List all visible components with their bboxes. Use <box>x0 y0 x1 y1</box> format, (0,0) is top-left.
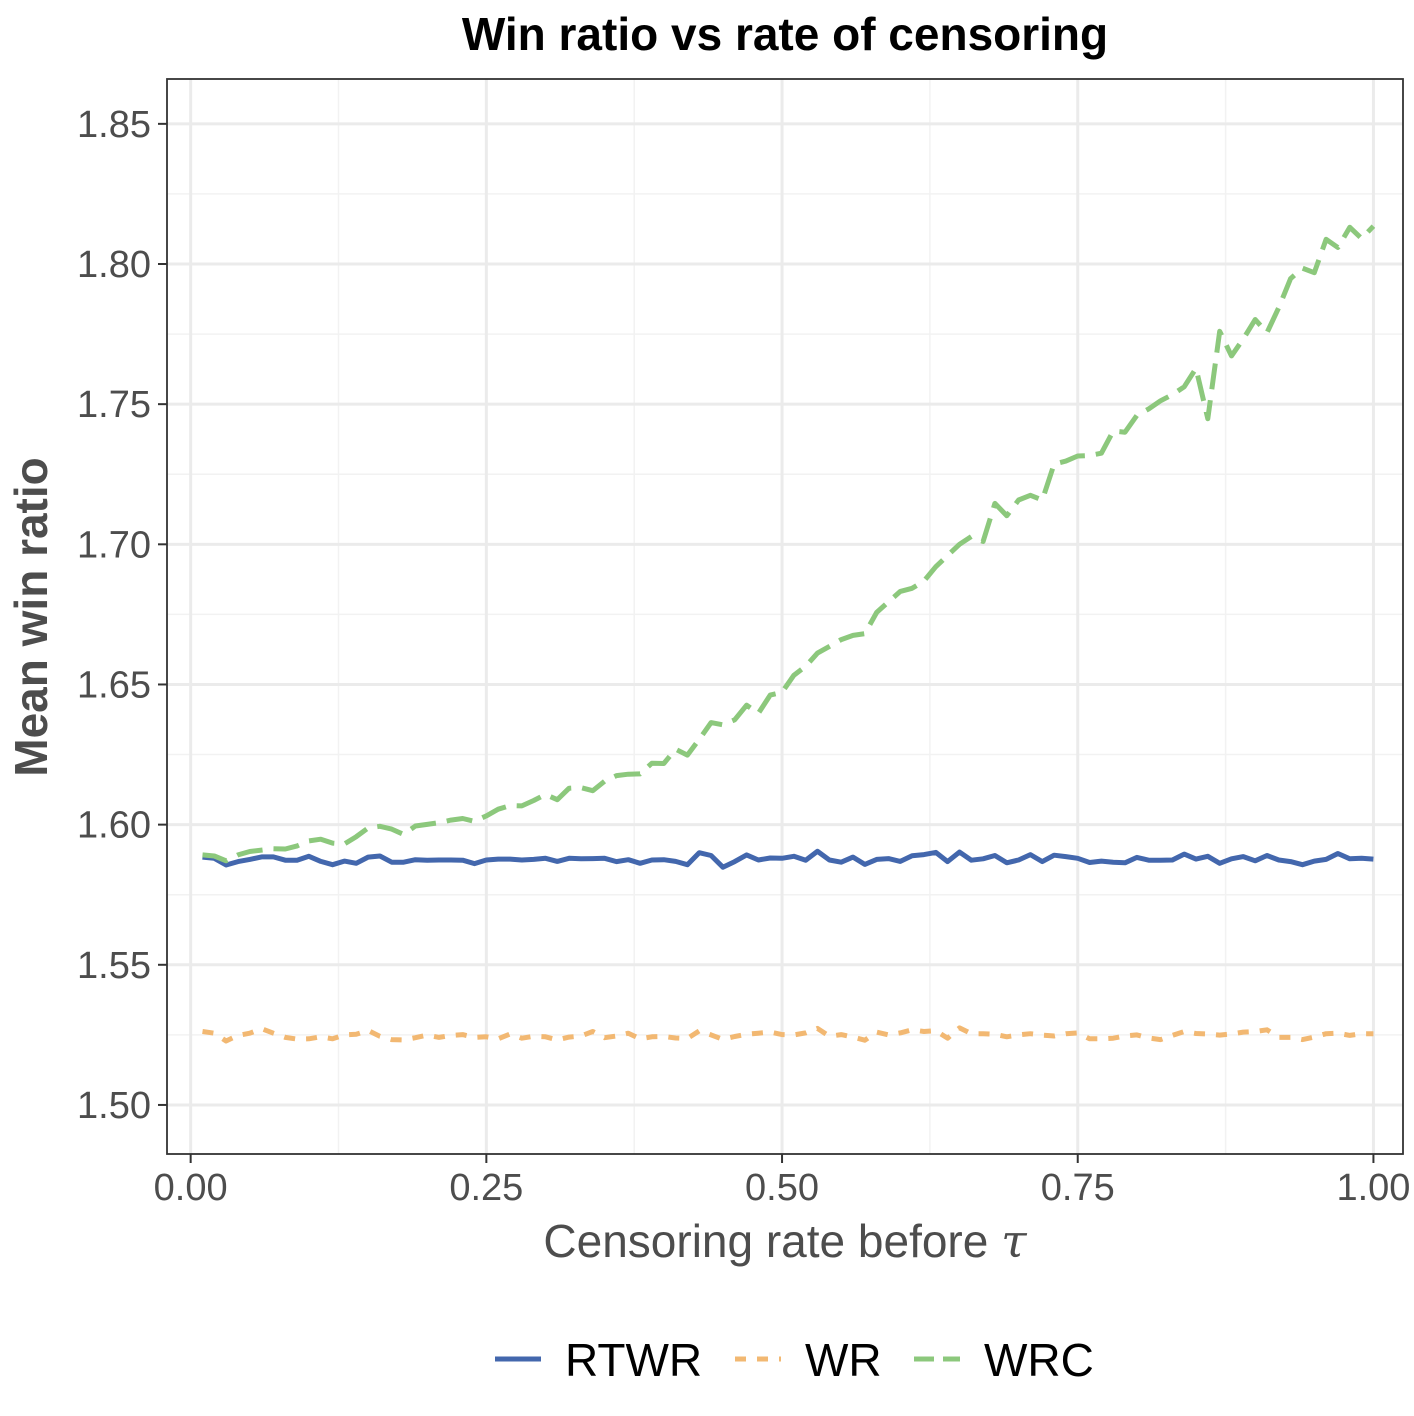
legend-label-wr: WR <box>805 1334 882 1386</box>
series-layer <box>202 224 1376 1044</box>
series-line-rtwr <box>202 848 1374 870</box>
x-tick-label: 1.00 <box>1336 1167 1410 1209</box>
x-tick-label: 0.75 <box>1041 1167 1115 1209</box>
y-tick-label: 1.75 <box>77 384 151 426</box>
series-line-wrc <box>202 224 1376 864</box>
x-axis-title-symbol: τ <box>1001 1214 1028 1268</box>
chart-title: Win ratio vs rate of censoring <box>462 8 1108 60</box>
x-tick-label: 0.00 <box>154 1167 228 1209</box>
y-axis: 1.50 1.55 1.60 1.65 1.70 1.75 1.80 1.85 <box>77 104 167 1127</box>
x-axis-title: Censoring rate before τ <box>543 1214 1028 1268</box>
x-tick-label: 0.50 <box>745 1167 819 1209</box>
legend-label-wrc: WRC <box>984 1334 1094 1386</box>
y-tick-label: 1.70 <box>77 524 151 566</box>
y-tick-label: 1.85 <box>77 104 151 146</box>
y-tick-label: 1.80 <box>77 244 151 286</box>
x-axis-title-text: Censoring rate before <box>543 1215 988 1267</box>
series-line-wr <box>202 1025 1374 1044</box>
y-axis-title: Mean win ratio <box>5 457 57 776</box>
legend-label-rtwr: RTWR <box>565 1334 702 1386</box>
y-tick-label: 1.55 <box>77 945 151 987</box>
y-tick-label: 1.50 <box>77 1085 151 1127</box>
legend: RTWR WR WRC <box>495 1334 1094 1386</box>
x-tick-label: 0.25 <box>449 1167 523 1209</box>
y-tick-label: 1.65 <box>77 664 151 706</box>
y-tick-label: 1.60 <box>77 805 151 847</box>
x-axis: 0.00 0.25 0.50 0.75 1.00 <box>154 1154 1410 1209</box>
plot-panel-border <box>166 78 1404 1155</box>
